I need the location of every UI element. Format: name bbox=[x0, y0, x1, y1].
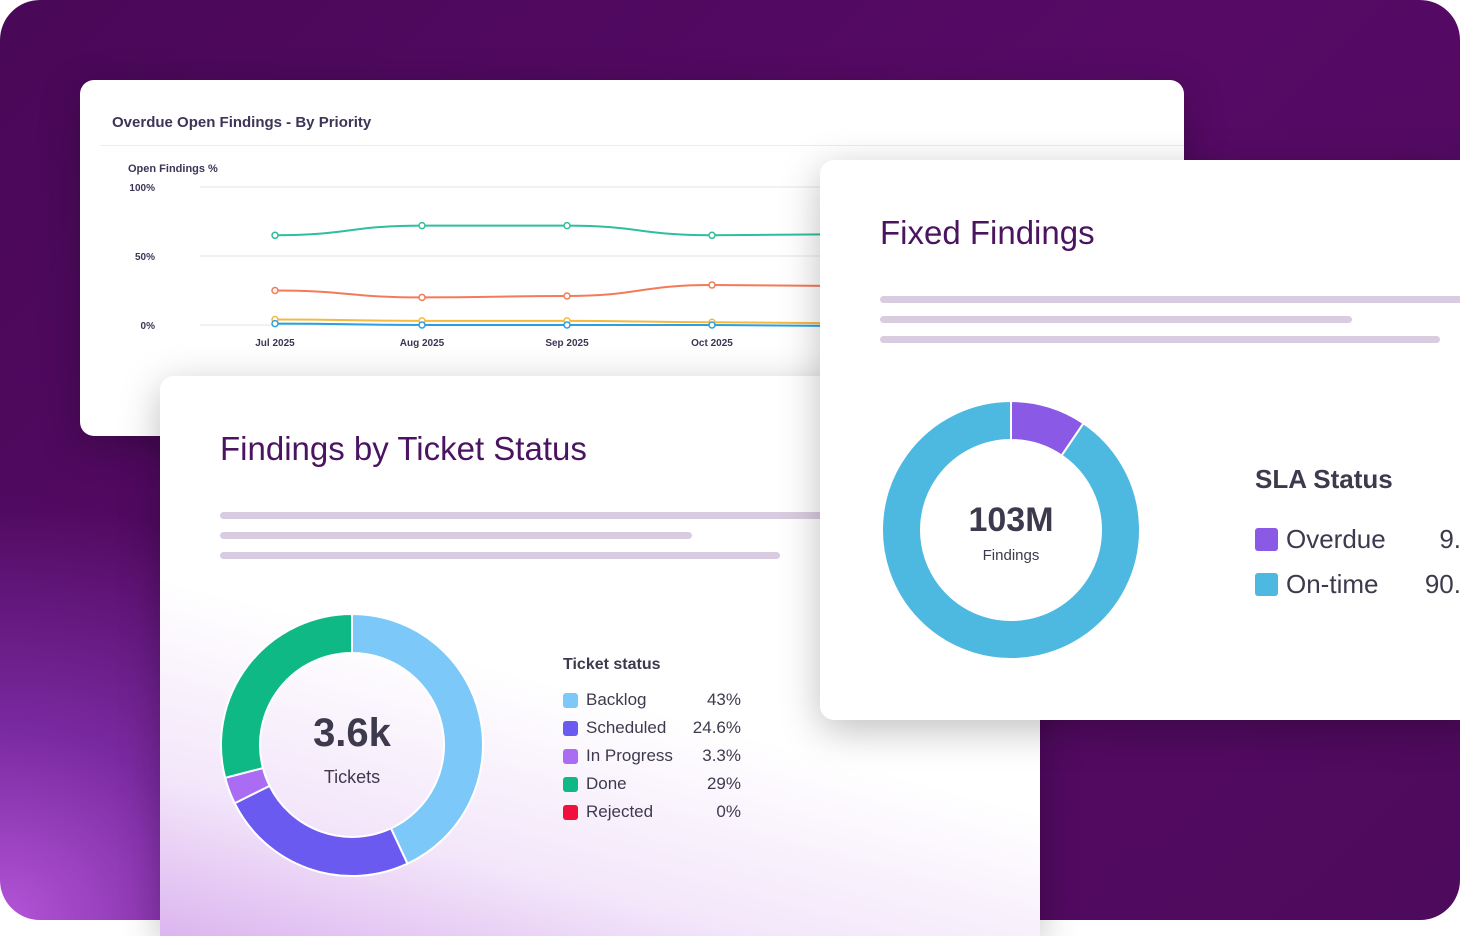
data-point bbox=[563, 292, 571, 300]
data-point bbox=[563, 321, 571, 329]
legend-item: Backlog 43% bbox=[563, 686, 741, 714]
y-tick-label: 100% bbox=[129, 183, 155, 194]
legend-item: On-time 90. bbox=[1255, 562, 1460, 607]
card-title: Findings by Ticket Status bbox=[220, 430, 587, 467]
legend-item: Done 29% bbox=[563, 770, 741, 798]
legend-swatch bbox=[1255, 528, 1278, 551]
legend-label: On-time bbox=[1286, 569, 1379, 599]
data-point bbox=[708, 321, 716, 329]
data-point bbox=[708, 281, 716, 289]
card-title: Fixed Findings bbox=[880, 214, 1095, 251]
fixed-donut: 103M Findings bbox=[881, 399, 1141, 660]
y-axis-label: Open Findings % bbox=[128, 163, 218, 175]
donut-center-value: 3.6k bbox=[313, 711, 392, 755]
legend-item: In Progress 3.3% bbox=[563, 742, 741, 770]
legend-value: 90. bbox=[1424, 569, 1460, 599]
legend-item: Overdue 9. bbox=[1255, 517, 1460, 562]
legend-value: 3.3% bbox=[702, 746, 741, 765]
legend-label: Rejected bbox=[586, 802, 654, 821]
donut-slice-on-time bbox=[881, 399, 1141, 660]
series-line bbox=[274, 318, 841, 325]
legend-swatch bbox=[1255, 573, 1278, 596]
legend-swatch bbox=[563, 776, 578, 792]
ticket-legend: Ticket status Backlog 43% Scheduled 24.6% In… bbox=[563, 656, 741, 826]
card-title: Overdue Open Findings - By Priority bbox=[112, 114, 372, 131]
donut-slice-done bbox=[220, 612, 353, 780]
legend-swatch bbox=[563, 804, 578, 820]
legend-label: Backlog bbox=[586, 690, 647, 709]
legend-label: In Progress bbox=[586, 746, 673, 765]
legend-value: 29% bbox=[706, 774, 741, 793]
line-chart: Open Findings % 100% 50% 0% Jul 2025 Aug 202… bbox=[128, 163, 1184, 349]
legend-value: 24.6% bbox=[692, 718, 741, 737]
series-line bbox=[274, 224, 841, 237]
legend-swatch bbox=[563, 692, 578, 708]
data-point bbox=[418, 293, 426, 302]
x-tick-label: Aug 2025 bbox=[400, 338, 445, 349]
series-line bbox=[274, 283, 841, 299]
donut-center-label: Tickets bbox=[324, 767, 380, 787]
legend-title: SLA Status bbox=[1255, 464, 1393, 494]
divider bbox=[100, 145, 1184, 146]
legend-label: Done bbox=[586, 774, 627, 793]
data-point bbox=[271, 319, 279, 328]
data-point bbox=[563, 221, 571, 230]
donut-slice-backlog bbox=[351, 612, 484, 866]
series-line bbox=[274, 322, 841, 327]
fixed-findings-card: Fixed Findings 103M Findings SLA Status … bbox=[820, 160, 1460, 720]
y-tick-label: 0% bbox=[141, 321, 156, 332]
x-tick-label: Jul 2025 bbox=[255, 338, 295, 349]
legend-item: Rejected 0% bbox=[563, 798, 741, 826]
legend-value: 0% bbox=[716, 802, 741, 821]
x-tick-label: Sep 2025 bbox=[545, 338, 589, 349]
legend-swatch bbox=[563, 720, 578, 736]
legend-item: Scheduled 24.6% bbox=[563, 714, 741, 742]
data-point bbox=[418, 221, 426, 230]
legend-value: 43% bbox=[706, 690, 741, 709]
y-tick-label: 50% bbox=[135, 252, 155, 263]
data-point bbox=[271, 231, 279, 240]
legend-label: Overdue bbox=[1286, 524, 1386, 554]
legend-value: 9. bbox=[1439, 524, 1460, 554]
donut-slice-scheduled bbox=[233, 784, 409, 877]
data-point bbox=[271, 286, 279, 295]
legend-label: Scheduled bbox=[586, 718, 667, 737]
data-point bbox=[418, 321, 426, 329]
ticket-donut: 3.6k Tickets bbox=[220, 612, 484, 877]
donut-center-value: 103M bbox=[968, 501, 1053, 539]
sla-legend: SLA Status Overdue 9. On-time 90. bbox=[1255, 464, 1460, 607]
x-tick-label: Oct 2025 bbox=[691, 338, 733, 349]
legend-swatch bbox=[563, 748, 578, 764]
donut-center-label: Findings bbox=[983, 547, 1040, 564]
legend-title: Ticket status bbox=[563, 656, 661, 673]
data-point bbox=[708, 231, 716, 240]
